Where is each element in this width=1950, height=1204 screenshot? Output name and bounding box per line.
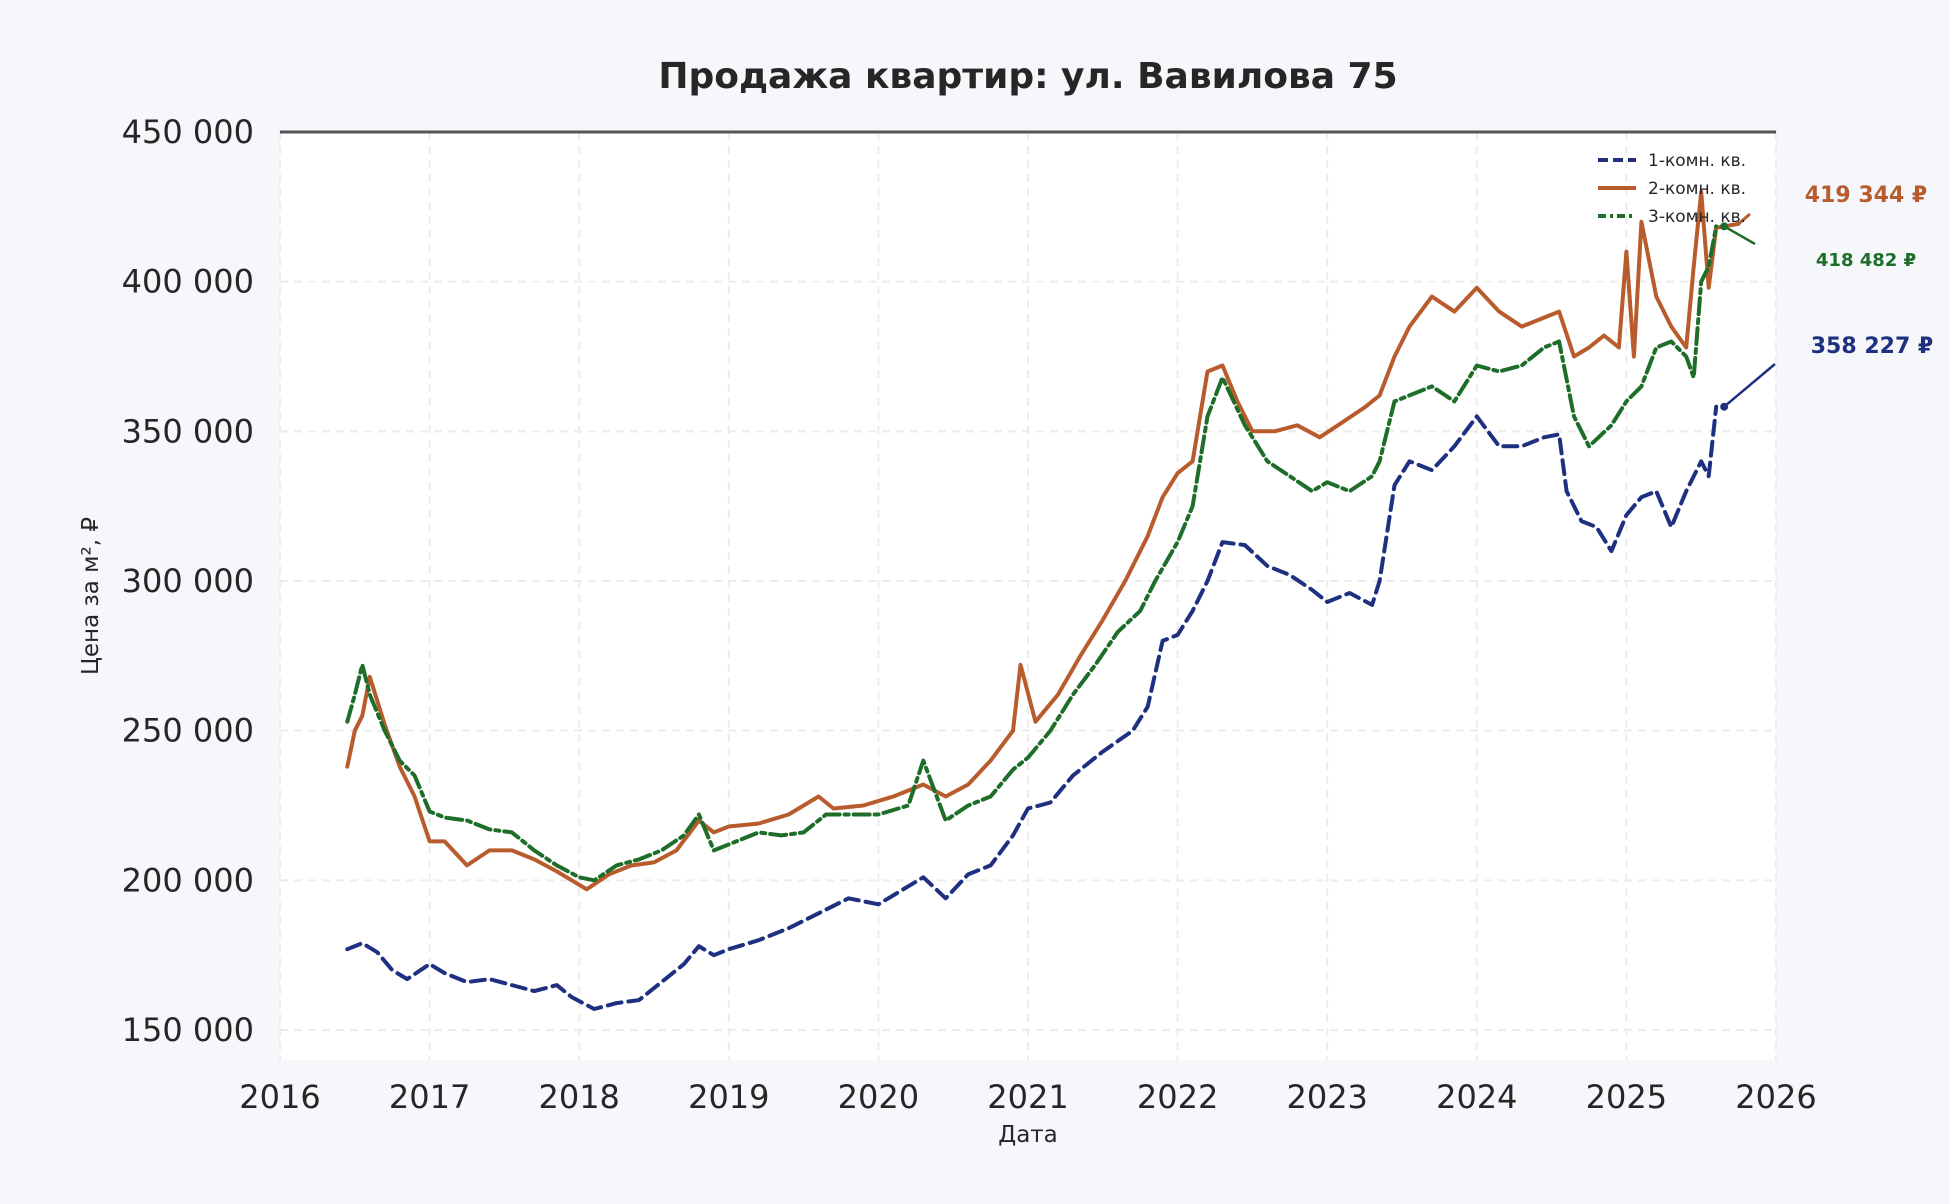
x-tick-label: 2020 bbox=[838, 1078, 919, 1116]
y-tick-label: 400 000 bbox=[122, 263, 254, 301]
legend: 1-комн. кв. 2-комн. кв. 3-комн. кв. bbox=[1598, 151, 1746, 227]
series-end-label-1: 358 227 ₽ bbox=[1811, 334, 1933, 359]
y-tick-label: 250 000 bbox=[122, 712, 254, 750]
annotation-arrowhead-3 bbox=[1720, 222, 1729, 231]
x-tick-label: 2019 bbox=[688, 1078, 769, 1116]
legend-label-2: 2-комн. кв. bbox=[1648, 179, 1746, 199]
x-tick-label: 2021 bbox=[987, 1078, 1068, 1116]
x-tick-label: 2018 bbox=[538, 1078, 619, 1116]
x-tick-label: 2022 bbox=[1137, 1078, 1218, 1116]
annotation-arrow-3 bbox=[1723, 225, 1756, 246]
series-lines bbox=[345, 189, 1741, 1011]
x-tick-label: 2025 bbox=[1586, 1078, 1667, 1116]
series-line-1 bbox=[345, 404, 1719, 1011]
axis-ticks: 2016 2017 2018 2019 2020 2021 2022 2023 2024 2025… bbox=[122, 113, 1817, 1116]
series-line-3 bbox=[345, 224, 1719, 883]
y-tick-label: 150 000 bbox=[122, 1011, 254, 1049]
series-line-2 bbox=[345, 189, 1741, 892]
annotation-arrowhead-1 bbox=[1720, 402, 1729, 411]
x-axis-label: Дата bbox=[998, 1122, 1058, 1148]
end-annotations: 358 227 ₽ 419 344 ₽ 418 482 ₽ bbox=[1720, 183, 1933, 411]
y-tick-label: 450 000 bbox=[122, 113, 254, 151]
chart-title: Продажа квартир: ул. Вавилова 75 bbox=[658, 56, 1397, 97]
x-tick-label: 2026 bbox=[1735, 1078, 1816, 1116]
y-tick-label: 300 000 bbox=[122, 562, 254, 600]
x-tick-label: 2024 bbox=[1436, 1078, 1517, 1116]
x-tick-label: 2016 bbox=[239, 1078, 320, 1116]
annotation-arrow-2 bbox=[1737, 212, 1751, 225]
annotation-arrow-1 bbox=[1723, 363, 1776, 408]
x-tick-label: 2017 bbox=[389, 1078, 470, 1116]
series-end-label-3: 418 482 ₽ bbox=[1816, 250, 1916, 271]
y-axis-label: Цена за м², ₽ bbox=[78, 517, 104, 675]
series-end-label-2: 419 344 ₽ bbox=[1805, 183, 1927, 208]
y-tick-label: 350 000 bbox=[122, 412, 254, 450]
x-tick-label: 2023 bbox=[1286, 1078, 1367, 1116]
legend-label-1: 1-комн. кв. bbox=[1648, 151, 1746, 171]
legend-label-3: 3-комн. кв. bbox=[1648, 207, 1746, 227]
y-tick-label: 200 000 bbox=[122, 861, 254, 899]
